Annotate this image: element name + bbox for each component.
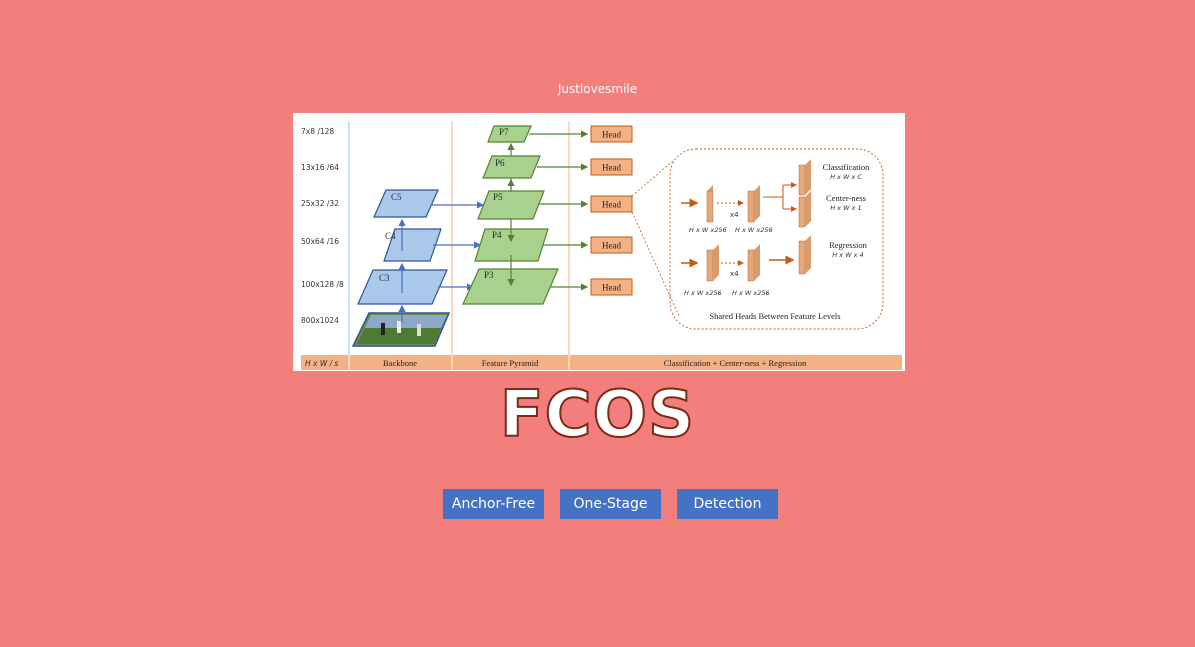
feature-dim-label: H x W x256 — [684, 289, 722, 297]
shared-heads-caption: Shared Heads Between Feature Levels — [709, 311, 840, 321]
footer-backbone-label: Backbone — [383, 358, 417, 368]
footer-pyramid-label: Feature Pyramid — [482, 358, 539, 368]
svg-text:Head: Head — [602, 283, 621, 293]
tag-detection[interactable]: Detection — [677, 489, 778, 519]
repeat-label: x4 — [730, 270, 739, 278]
pyramid-p3: P3 — [462, 268, 559, 305]
page-title: FCOS — [499, 377, 696, 453]
classification-dim: H x W x C — [830, 173, 862, 181]
backbone-c3-label: C3 — [379, 273, 390, 283]
head-box-p5: Head — [590, 195, 633, 213]
repeat-label: x4 — [730, 211, 739, 219]
centerness-dim: H x W x 1 — [830, 204, 861, 212]
tag-one-stage[interactable]: One-Stage — [560, 489, 661, 519]
pyramid-p6-label: P6 — [495, 158, 505, 168]
svg-text:Head: Head — [602, 241, 621, 251]
svg-text:Head: Head — [602, 130, 621, 140]
centerness-label: Center-ness — [826, 193, 866, 203]
classification-label: Classification — [823, 162, 870, 172]
pyramid-p3-label: P3 — [484, 270, 494, 280]
pyramid-p4: P4 — [474, 228, 549, 262]
pyramid-p7-label: P7 — [499, 127, 509, 137]
regression-label: Regression — [829, 240, 868, 250]
scale-label: 100x128 /8 — [301, 280, 344, 289]
backbone-c5: C5 — [373, 189, 439, 218]
feature-dim-label: H x W x256 — [735, 226, 773, 234]
tag-list: Anchor-Free One-Stage Detection — [443, 489, 778, 519]
scale-label: 13x16 /64 — [301, 163, 339, 172]
footer-heads-label: Classification + Center-ness + Regressio… — [664, 358, 807, 368]
input-image — [351, 312, 451, 347]
pyramid-p7: P7 — [487, 125, 532, 143]
fcos-architecture-diagram: 7x8 /128 13x16 /64 25x32 /32 50x64 /16 1… — [293, 113, 905, 371]
pyramid-p4-label: P4 — [492, 230, 502, 240]
backbone-c5-label: C5 — [391, 192, 402, 202]
feature-dim-label: H x W x256 — [689, 226, 727, 234]
head-box-p4: Head — [590, 236, 633, 254]
scale-label: 50x64 /16 — [301, 237, 339, 246]
tag-anchor-free[interactable]: Anchor-Free — [443, 489, 544, 519]
scale-label: 25x32 /32 — [301, 199, 339, 208]
head-box-p6: Head — [590, 158, 633, 176]
pyramid-p5-label: P5 — [493, 192, 503, 202]
footer-hw-label: H x W / s — [305, 359, 339, 368]
svg-text:Head: Head — [602, 200, 621, 210]
head-box-p3: Head — [590, 278, 633, 296]
regression-dim: H x W x 4 — [832, 251, 863, 259]
footer-band — [301, 355, 902, 370]
backbone-c4: C4 — [383, 228, 442, 262]
svg-text:Head: Head — [602, 163, 621, 173]
shared-head-detail: x4 H x W x256 H x W x256 Classification … — [669, 148, 884, 330]
feature-dim-label: H x W x256 — [732, 289, 770, 297]
backbone-c4-label: C4 — [385, 231, 396, 241]
pyramid-p6: P6 — [482, 155, 541, 179]
author-name: Justlovesmile — [557, 82, 638, 96]
head-box-p7: Head — [590, 125, 633, 143]
pyramid-p5: P5 — [477, 190, 545, 220]
scale-label: 800x1024 — [301, 316, 339, 325]
scale-label: 7x8 /128 — [301, 127, 334, 136]
